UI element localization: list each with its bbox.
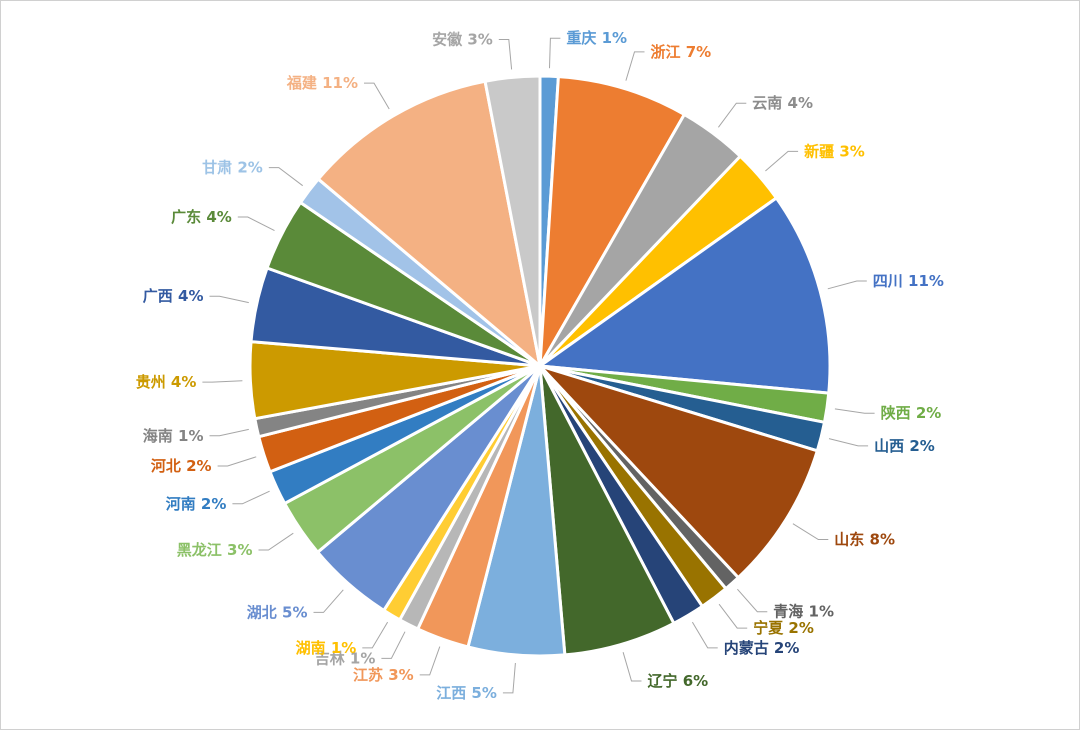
leader-line-0 bbox=[549, 37, 561, 69]
leader-line-20 bbox=[209, 428, 249, 437]
pie-slice-1 bbox=[538, 75, 686, 368]
slice-label-14: 吉林 1% bbox=[315, 649, 376, 667]
leader-line-7 bbox=[792, 523, 829, 540]
leader-line-5 bbox=[834, 408, 875, 414]
leader-line-8 bbox=[737, 588, 768, 613]
leader-line-1 bbox=[625, 51, 645, 81]
leader-line-13 bbox=[419, 646, 441, 676]
slice-label-18: 河南 2% bbox=[166, 495, 227, 513]
leader-line-11 bbox=[622, 652, 642, 682]
slice-label-7: 山东 8% bbox=[834, 531, 895, 549]
leader-line-2 bbox=[717, 102, 747, 128]
slice-label-4: 四川 11% bbox=[873, 272, 944, 290]
pie-slice-26 bbox=[483, 74, 542, 368]
slice-label-23: 广东 4% bbox=[171, 208, 232, 226]
leader-line-12 bbox=[502, 662, 516, 694]
slice-label-11: 辽宁 6% bbox=[648, 672, 709, 690]
slice-label-10: 内蒙古 2% bbox=[724, 639, 800, 657]
slice-label-13: 江苏 3% bbox=[353, 666, 414, 684]
leader-line-16 bbox=[313, 589, 344, 613]
pie-slice-25 bbox=[316, 79, 542, 368]
leader-line-21 bbox=[202, 380, 243, 383]
leader-line-24 bbox=[268, 167, 304, 187]
slice-label-2: 云南 4% bbox=[752, 94, 813, 112]
slice-label-6: 山西 2% bbox=[874, 437, 935, 455]
leader-line-3 bbox=[765, 150, 799, 172]
slice-labels: 重庆 1% 浙江 7% 云南 4% 新疆 3% 四川 11% 陕西 2% 山西 2% 山东 8… bbox=[136, 29, 944, 702]
slice-label-26: 安徽 3% bbox=[432, 31, 493, 49]
pie-slice-11 bbox=[538, 364, 676, 657]
slice-label-12: 江西 5% bbox=[436, 684, 497, 702]
pie-slice-7 bbox=[538, 364, 819, 580]
pie-slice-4 bbox=[538, 196, 832, 395]
slice-label-22: 广西 4% bbox=[143, 287, 204, 305]
slice-label-21: 贵州 4% bbox=[136, 373, 197, 391]
slice-label-17: 黑龙江 3% bbox=[177, 541, 253, 559]
leader-line-18 bbox=[232, 490, 270, 505]
leader-line-6 bbox=[828, 438, 869, 447]
leader-line-9 bbox=[718, 603, 748, 629]
slice-label-20: 海南 1% bbox=[143, 427, 204, 445]
slice-label-24: 甘肃 2% bbox=[202, 159, 263, 177]
leader-line-23 bbox=[237, 216, 275, 232]
leader-line-17 bbox=[258, 532, 294, 551]
leader-line-25 bbox=[364, 82, 390, 110]
slice-label-8: 青海 1% bbox=[773, 603, 834, 621]
slice-label-9: 宁夏 2% bbox=[753, 619, 814, 637]
slice-label-16: 湖北 5% bbox=[247, 603, 308, 621]
slice-label-3: 新疆 3% bbox=[804, 142, 865, 160]
slice-label-5: 陕西 2% bbox=[881, 404, 942, 422]
leader-line-19 bbox=[217, 456, 257, 467]
leader-line-14 bbox=[381, 631, 406, 659]
leader-line-26 bbox=[498, 39, 513, 70]
slice-label-1: 浙江 7% bbox=[651, 43, 712, 61]
slice-label-0: 重庆 1% bbox=[566, 29, 627, 47]
leader-lines bbox=[202, 37, 875, 694]
slice-label-15: 湖南 1% bbox=[296, 639, 357, 657]
pie-slices bbox=[248, 74, 832, 658]
leader-line-15 bbox=[362, 621, 389, 649]
leader-line-4 bbox=[827, 280, 867, 290]
slice-label-25: 福建 11% bbox=[286, 74, 358, 92]
leader-line-10 bbox=[691, 621, 718, 649]
slice-label-19: 河北 2% bbox=[151, 457, 212, 475]
leader-line-22 bbox=[209, 295, 249, 304]
